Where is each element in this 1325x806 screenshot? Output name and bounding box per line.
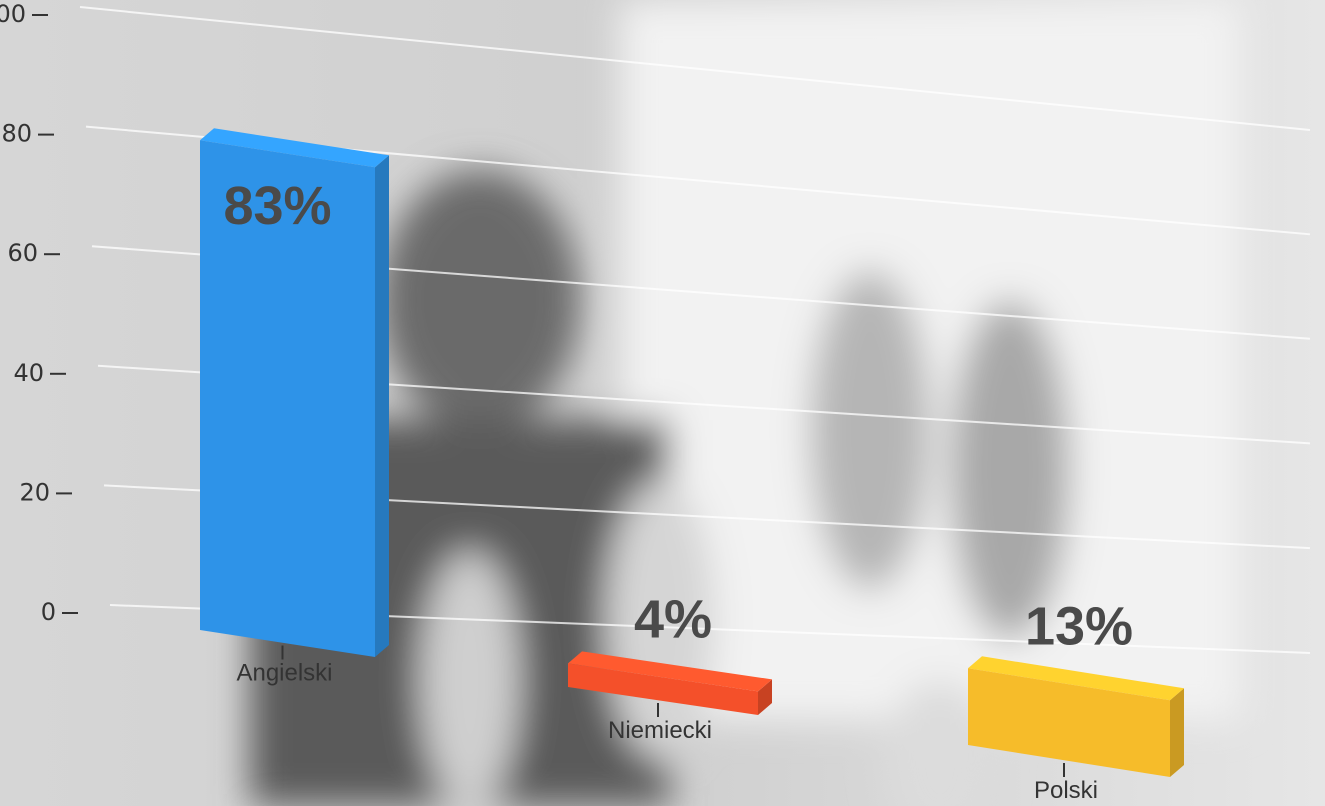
y-tick-label: 0 [41, 598, 56, 626]
value-label: 4% [634, 589, 712, 649]
x-tick-label: Polski [1034, 777, 1098, 804]
y-tick-label: 80 [1, 120, 32, 148]
value-label: 13% [1025, 596, 1133, 656]
y-tick-label: 100 [0, 0, 26, 28]
chart: 0 20 40 60 80 100 83% Angielski 4% Niemiecki 13% Po… [0, 0, 1325, 806]
y-tick-label: 40 [13, 359, 44, 387]
y-tick-label: 20 [19, 478, 50, 506]
x-tick-label: Angielski [236, 660, 332, 687]
y-tick-label: 60 [7, 239, 38, 267]
bar-side [375, 155, 389, 657]
value-label: 83% [223, 176, 331, 236]
x-tick-label: Niemiecki [608, 717, 712, 744]
bar-side [1170, 688, 1184, 777]
